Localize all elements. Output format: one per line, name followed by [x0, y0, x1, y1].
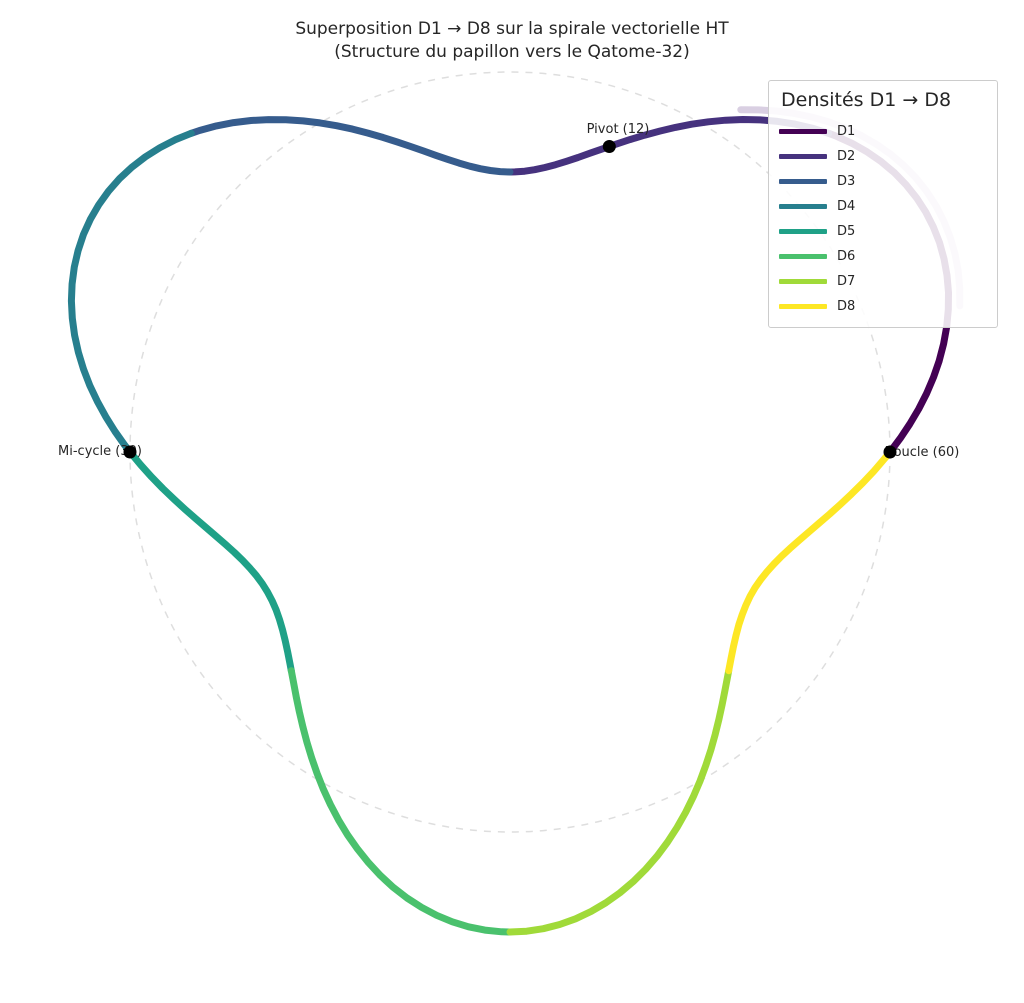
density-segment-D5 [126, 448, 295, 675]
annotation-dot-30 [123, 445, 137, 459]
legend-swatch-D1 [779, 129, 827, 134]
legend-label-D5: D5 [837, 224, 856, 239]
legend-label-D3: D3 [837, 174, 856, 189]
legend-title: Densités D1 → D8 [781, 89, 952, 111]
legend-row-D1: D1 [779, 119, 987, 144]
legend-label-D1: D1 [837, 124, 856, 139]
legend-row-D2: D2 [779, 144, 987, 169]
legend-row-D3: D3 [779, 169, 987, 194]
legend-row-D7: D7 [779, 269, 987, 294]
legend-swatch-D5 [779, 229, 827, 234]
chart-subtitle: (Structure du papillon vers le Qatome-32… [334, 42, 689, 62]
annotation-dot-12 [602, 140, 616, 153]
legend-rows: D1 D2 D3 D4 D5 D6 D7 D8 [779, 119, 987, 319]
legend-swatch-D6 [779, 254, 827, 259]
density-segment-D2 [506, 116, 833, 176]
annotation-label-60: Boucle (60) [885, 445, 960, 460]
annotation-dot-60 [883, 445, 897, 459]
legend-swatch-D7 [779, 279, 827, 284]
legend: Densités D1 → D8 D1 D2 D3 D4 D5 D6 D7 D8 [768, 80, 998, 328]
legend-row-D5: D5 [779, 219, 987, 244]
density-segment-D7 [506, 667, 733, 936]
legend-swatch-D2 [779, 154, 827, 159]
legend-label-D4: D4 [837, 199, 856, 214]
legend-label-D6: D6 [837, 249, 856, 264]
legend-swatch-D8 [779, 304, 827, 309]
density-segment-D8 [725, 448, 894, 675]
legend-swatch-D4 [779, 204, 827, 209]
density-segment-D4 [67, 129, 195, 456]
chart-title: Superposition D1 → D8 sur la spirale vec… [295, 19, 729, 39]
legend-row-D6: D6 [779, 244, 987, 269]
annotation-label-30: Mi-cycle (30) [58, 444, 142, 459]
legend-swatch-D3 [779, 179, 827, 184]
legend-label-D7: D7 [837, 274, 856, 289]
density-segment-D3 [187, 116, 514, 176]
legend-row-D8: D8 [779, 294, 987, 319]
density-segment-D6 [287, 667, 514, 936]
legend-label-D2: D2 [837, 149, 856, 164]
legend-label-D8: D8 [837, 299, 856, 314]
legend-row-D4: D4 [779, 194, 987, 219]
annotation-label-12: Pivot (12) [587, 122, 650, 137]
